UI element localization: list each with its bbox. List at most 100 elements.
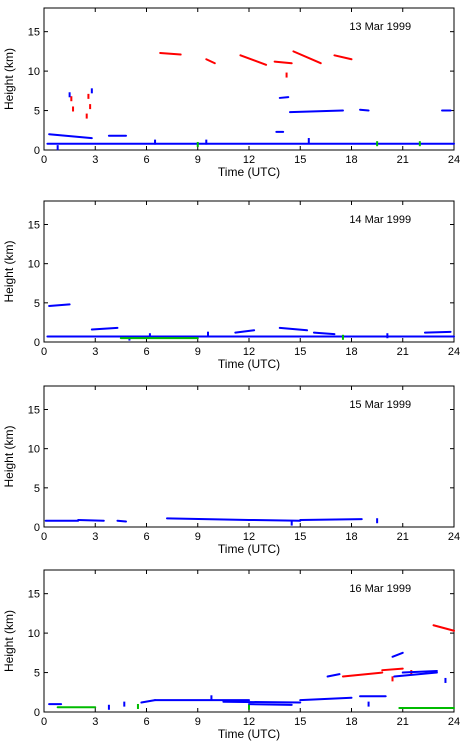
data-segment [77,518,105,522]
x-tick-label: 18 [345,531,357,543]
data-point [136,703,139,709]
data-segment [166,517,250,521]
panel-3: 0 3 6 9 12 15 18 21 24 0 5 10 15 Time (UTC) Height (km… [2,385,460,556]
data-segment [116,519,127,523]
x-tick-label: 9 [195,716,201,728]
y-tick-label: 10 [28,444,40,456]
x-tick-label: 3 [92,716,98,728]
data-segment [48,133,93,140]
x-tick-label: 0 [41,716,47,728]
y-tick-label: 5 [34,298,40,310]
x-tick-label: 24 [448,716,460,728]
data-segment [299,518,363,521]
x-tick-label: 3 [92,346,98,358]
data-segment [292,50,322,65]
data-point [248,704,250,710]
data-point [72,106,75,112]
x-tick-label: 6 [143,716,149,728]
data-segment [205,58,216,65]
panel-date-label: 14 Mar 1999 [349,214,411,226]
series-0000ff [48,651,447,710]
data-segment [222,700,302,704]
x-tick-label: 9 [195,531,201,543]
data-segment [341,671,384,678]
data-segment [239,54,268,66]
x-tick-label: 12 [243,531,255,543]
data-point [107,704,110,710]
x-tick-label: 21 [397,154,409,166]
data-segment [393,671,438,678]
x-tick-label: 12 [243,346,255,358]
data-segment [381,667,404,672]
x-tick-label: 21 [397,346,409,358]
series-00bb00 [196,141,421,147]
x-tick-label: 18 [345,716,357,728]
x-tick-label: 0 [41,154,47,166]
data-segment [326,673,341,678]
x-axis-label: Time (UTC) [218,727,280,741]
x-tick-label: 0 [41,531,47,543]
y-tick-label: 0 [34,522,40,534]
y-tick-label: 0 [34,707,40,719]
panel-1: 0 3 6 9 12 15 18 21 24 0 5 10 15 Time (UTC) Height (km… [2,7,460,179]
data-segment [273,60,293,65]
y-tick-label: 15 [28,405,40,417]
x-axis-label: Time (UTC) [218,165,280,179]
x-tick-label: 6 [143,531,149,543]
y-tick-label: 15 [28,589,40,601]
data-segment [289,109,344,114]
y-axis-label: Height (km) [2,240,16,302]
x-tick-label: 18 [345,154,357,166]
y-tick-label: 10 [28,259,40,271]
data-point [210,695,213,701]
data-point [444,677,447,683]
x-tick-label: 9 [195,154,201,166]
series-ff0000 [341,624,455,682]
data-point [376,518,379,524]
panel-4: 0 3 6 9 12 15 18 21 24 0 5 10 15 Time (UTC) Height (km… [2,569,460,741]
data-point [341,334,344,340]
data-point [90,88,93,94]
data-segment [278,326,309,332]
x-tick-label: 0 [41,346,47,358]
y-tick-label: 10 [28,628,40,640]
y-tick-label: 5 [34,668,40,680]
y-axis-label: Height (km) [2,425,16,487]
data-point [307,138,310,144]
series-00bb00 [119,334,344,340]
data-point [196,141,199,147]
data-segment [234,329,256,334]
x-tick-label: 3 [92,531,98,543]
y-tick-label: 15 [28,27,40,39]
data-point [367,701,370,707]
data-point [148,333,151,339]
data-segment [140,699,157,704]
x-tick-label: 21 [397,531,409,543]
data-segment [423,330,452,334]
x-tick-label: 24 [448,531,460,543]
y-tick-label: 0 [34,337,40,349]
x-tick-label: 12 [243,154,255,166]
series-0000ff [44,517,379,526]
data-segment [432,624,455,632]
data-point [123,701,126,707]
data-point [56,145,59,151]
y-tick-label: 15 [28,220,40,232]
data-point [154,139,157,145]
data-point [418,141,421,147]
series-ff0000 [70,50,353,119]
data-point [285,72,288,78]
data-segment [299,696,353,702]
data-segment [333,54,353,61]
data-point [205,139,208,145]
data-point [85,113,88,119]
data-segment [159,51,182,56]
panel-2: 0 3 6 9 12 15 18 21 24 0 5 10 15 Time (UTC) Height (km… [2,200,460,371]
data-segment [359,108,370,112]
data-segment [48,303,71,307]
series-0000ff [46,88,455,151]
x-tick-label: 6 [143,154,149,166]
y-tick-label: 0 [34,145,40,157]
series-00bb00 [56,703,455,710]
